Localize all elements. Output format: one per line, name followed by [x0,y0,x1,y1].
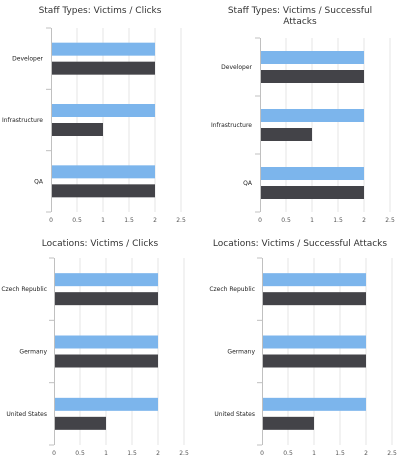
bar-series1-0 [263,273,366,287]
bar-series1-2 [263,397,366,411]
category-label: QA [243,180,253,187]
x-tick-label: 2 [153,217,157,224]
x-tick-label: 2.5 [385,217,395,224]
chart-svg: Locations: Victims / Successful Attacks C… [209,239,397,457]
chart-staff-victims-clicks: Staff Types: Victims / Clicks Developer In… [0,0,200,232]
bar-series1-1 [261,109,364,122]
bar-series2-0 [261,70,364,83]
category-label: Developer [12,56,43,63]
chart-title: Staff Types: Victims / Clicks [39,6,162,16]
bar-series2-1 [52,123,103,136]
chart-locations-victims-successful-attacks: Locations: Victims / Successful Attacks C… [200,232,400,461]
x-tick-label: 0.5 [72,217,82,224]
x-tick-label: 0.5 [283,450,293,457]
x-tick-label: 2 [364,450,368,457]
category-label: QA [34,178,44,185]
x-tick-label: 1.5 [335,450,345,457]
chart-svg: Staff Types: Victims / SuccessfulAttacks… [211,6,395,224]
category-label: Germany [227,349,255,356]
category-label: Germany [19,349,47,356]
bar-series2-0 [52,61,155,75]
category-label: Infrastructure [211,122,252,129]
bar-series1-1 [263,335,366,349]
category-label: Developer [221,64,252,71]
x-tick-label: 0 [49,217,53,224]
chart-title: Attacks [283,17,317,27]
chart-svg: Locations: Victims / Clicks Czech Republi… [1,239,189,457]
bar-series2-2 [263,416,314,430]
category-label: Infrastructure [2,117,43,124]
chart-svg: Staff Types: Victims / Clicks Developer In… [2,6,186,224]
x-tick-label: 1.5 [127,450,137,457]
x-tick-label: 1 [312,450,316,457]
x-tick-label: 2 [156,450,160,457]
bar-series1-2 [52,165,155,179]
x-tick-label: 0 [258,217,262,224]
x-tick-label: 1 [310,217,314,224]
category-label: United States [214,411,255,418]
x-tick-label: 2.5 [387,450,397,457]
x-tick-label: 0 [52,450,56,457]
x-tick-label: 1 [104,450,108,457]
bar-series1-0 [261,51,364,64]
x-tick-label: 0.5 [281,217,291,224]
bar-series1-0 [55,273,158,287]
bar-series1-2 [55,397,158,411]
bar-series2-2 [261,186,364,199]
chart-staff-victims-successful-attacks: Staff Types: Victims / Successful Attacks… [200,0,400,232]
bar-series1-0 [52,42,155,56]
x-tick-label: 0.5 [75,450,85,457]
bar-series2-2 [55,416,106,430]
bar-series2-0 [263,292,366,306]
chart-title: Locations: Victims / Clicks [42,239,159,249]
bar-series2-0 [55,292,158,306]
bar-series2-1 [55,354,158,368]
x-tick-label: 1.5 [124,217,134,224]
category-label: Czech Republic [209,286,255,293]
x-tick-label: 2.5 [176,217,186,224]
x-tick-label: 2.5 [179,450,189,457]
bar-series1-1 [52,104,155,117]
bar-series1-1 [55,335,158,349]
x-tick-label: 0 [260,450,264,457]
x-tick-label: 1.5 [333,217,343,224]
chart-title: Staff Types: Victims / Successful [228,6,372,16]
chart-title: Locations: Victims / Successful Attacks [213,239,387,249]
x-tick-label: 2 [362,217,366,224]
bar-series2-1 [261,128,312,141]
x-tick-label: 1 [101,217,105,224]
bar-series1-2 [261,167,364,180]
bar-series2-2 [52,184,155,198]
chart-locations-victims-clicks: Locations: Victims / Clicks Czech Republi… [0,232,200,461]
category-label: Czech Republic [1,286,47,293]
category-label: United States [6,411,47,418]
bar-series2-1 [263,354,366,368]
